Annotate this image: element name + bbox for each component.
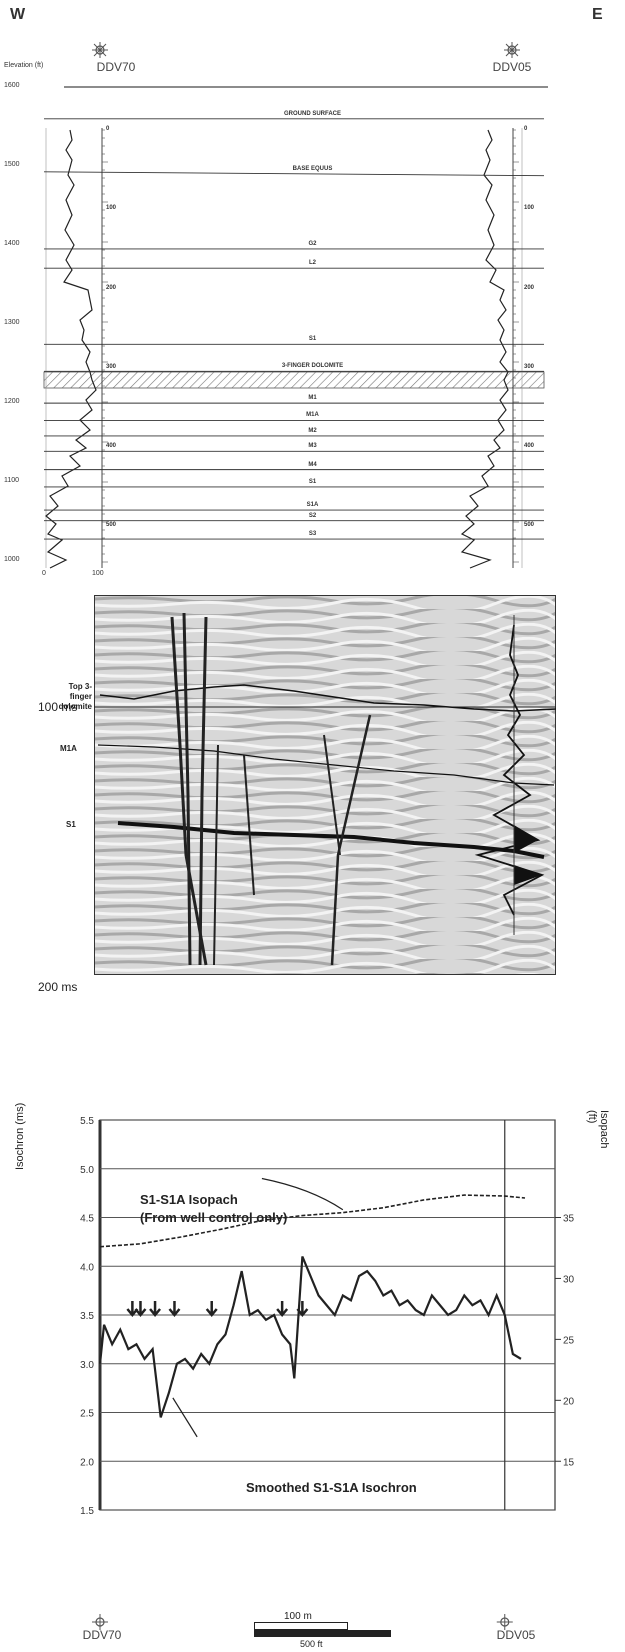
well-symbol-chart-left-icon <box>92 1614 108 1630</box>
y2-tick-label: 25 <box>563 1335 575 1346</box>
y-tick-label: 2.5 <box>80 1409 94 1420</box>
horizon-m1a <box>97 744 555 786</box>
left-track-tick: 0 <box>106 126 110 132</box>
right-track-tick: 100 <box>524 205 535 211</box>
elevation-1600: 1600 <box>4 82 20 89</box>
horizon-label: M3 <box>308 443 317 450</box>
left-track-tick: 500 <box>106 522 117 528</box>
horizon-label: M1A <box>306 412 319 419</box>
chart-well-right: DDV05 <box>496 1628 536 1642</box>
horizon-label: S2 <box>308 512 317 519</box>
fault-arrow <box>134 1301 147 1317</box>
horizon-label: 3-FINGER DOLOMITE <box>281 363 344 370</box>
series-line <box>99 1194 526 1248</box>
fault-arrow <box>126 1301 139 1317</box>
y-tick-label: 4.0 <box>80 1262 94 1273</box>
well-symbol-chart-right-icon <box>496 1614 513 1630</box>
elevation-1100: 1100 <box>4 477 20 484</box>
right-track-tick: 0 <box>524 126 528 132</box>
left-track-tick: 400 <box>106 443 117 449</box>
fault-arrow <box>296 1301 309 1317</box>
right-track-tick: 500 <box>524 522 535 528</box>
horizon-label: M1 <box>308 395 317 402</box>
y-axis-label: Isochron (ms) <box>14 1102 26 1170</box>
seismic-label-s1: S1 <box>66 820 76 829</box>
elevation-1000: 1000 <box>4 556 20 563</box>
annotation-isopach-note: (From well control only) <box>140 1210 288 1225</box>
left-track-tick: 300 <box>106 364 117 370</box>
horizon-label: S1A <box>306 502 319 509</box>
left-track-tick: 200 <box>106 285 117 291</box>
log-scale-max: 100 <box>92 570 104 577</box>
series-line <box>98 1256 522 1418</box>
elevation-1300: 1300 <box>4 319 20 326</box>
fault-arrow <box>205 1301 218 1317</box>
well-label-left: DDV70 <box>96 60 136 74</box>
y-tick-label: 1.5 <box>80 1506 94 1517</box>
seismic-100ms-label: 100 ms <box>38 700 78 714</box>
seismic-section <box>94 595 556 975</box>
elevation-1400: 1400 <box>4 240 20 247</box>
fault-arrow <box>168 1301 181 1317</box>
isochron-chart: 1.5 2.0 2.5 3.0 3.5 4.0 4.5 5.0 5.5 15 20 25 30 35 <box>80 1116 575 1630</box>
y-tick-label: 2.0 <box>80 1457 94 1468</box>
y2-tick-label: 20 <box>563 1396 575 1407</box>
fault-arrow <box>149 1301 162 1317</box>
log-scale-min: 0 <box>42 570 46 577</box>
scale-bar-metric <box>254 1622 348 1630</box>
elevation-axis-label: Elevation (ft) <box>4 62 44 69</box>
annotation-isopach: S1-S1A Isopach <box>140 1192 238 1207</box>
well-symbol-right-icon <box>504 42 520 58</box>
horizon-label: S1 <box>308 478 317 485</box>
seismic-label-m1a: M1A <box>60 744 77 753</box>
elevation-1500: 1500 <box>4 161 20 168</box>
y2-tick-label: 15 <box>563 1457 575 1468</box>
y2-tick-label: 30 <box>563 1274 575 1285</box>
horizon-line <box>43 171 545 177</box>
right-track-tick: 300 <box>524 364 535 370</box>
y-tick-label: 4.5 <box>80 1214 94 1225</box>
horizon-label: S1 <box>308 336 317 343</box>
y-tick-label: 5.5 <box>80 1116 94 1127</box>
annotation-isochron: Smoothed S1-S1A Isochron <box>246 1480 417 1495</box>
horizon-label: G2 <box>308 240 317 247</box>
east-label: E <box>592 6 603 23</box>
well-label-right: DDV05 <box>492 60 532 74</box>
west-label: W <box>10 6 26 23</box>
gamma-log-left <box>45 129 97 569</box>
seismic-label-top-dolomite: Top 3-finger dolomite <box>58 682 92 711</box>
horizon-label: M2 <box>308 427 317 434</box>
elevation-1200: 1200 <box>4 398 20 405</box>
horizon-label: M4 <box>308 461 317 468</box>
y-tick-label: 3.5 <box>80 1311 94 1322</box>
left-track-tick: 100 <box>106 205 117 211</box>
right-track-tick: 200 <box>524 285 535 291</box>
y-tick-label: 5.0 <box>80 1165 94 1176</box>
well-symbol-left-icon <box>92 42 108 58</box>
horizon-top-dolomite <box>99 684 556 712</box>
well-log-cross-section <box>43 42 548 569</box>
dolomite-band <box>43 371 545 389</box>
y2-axis-label: Isopach (ft) <box>586 1110 610 1149</box>
right-track-tick: 400 <box>524 443 535 449</box>
scale-bar-metric-label: 100 m <box>284 1611 312 1622</box>
y2-tick-label: 35 <box>563 1214 575 1225</box>
scale-bar-imperial <box>254 1630 391 1637</box>
fault-arrow <box>276 1301 289 1317</box>
chart-well-left: DDV70 <box>82 1628 122 1642</box>
gamma-log-right <box>460 129 509 569</box>
horizon-label: L2 <box>308 260 316 267</box>
y-tick-label: 3.0 <box>80 1360 94 1371</box>
scale-bar-imperial-label: 500 ft <box>300 1639 323 1649</box>
horizon-label: GROUND SURFACE <box>283 110 341 117</box>
horizon-label: BASE EQUUS <box>292 165 333 172</box>
seismic-200ms-label: 200 ms <box>38 980 78 994</box>
horizon-label: S3 <box>308 531 317 538</box>
